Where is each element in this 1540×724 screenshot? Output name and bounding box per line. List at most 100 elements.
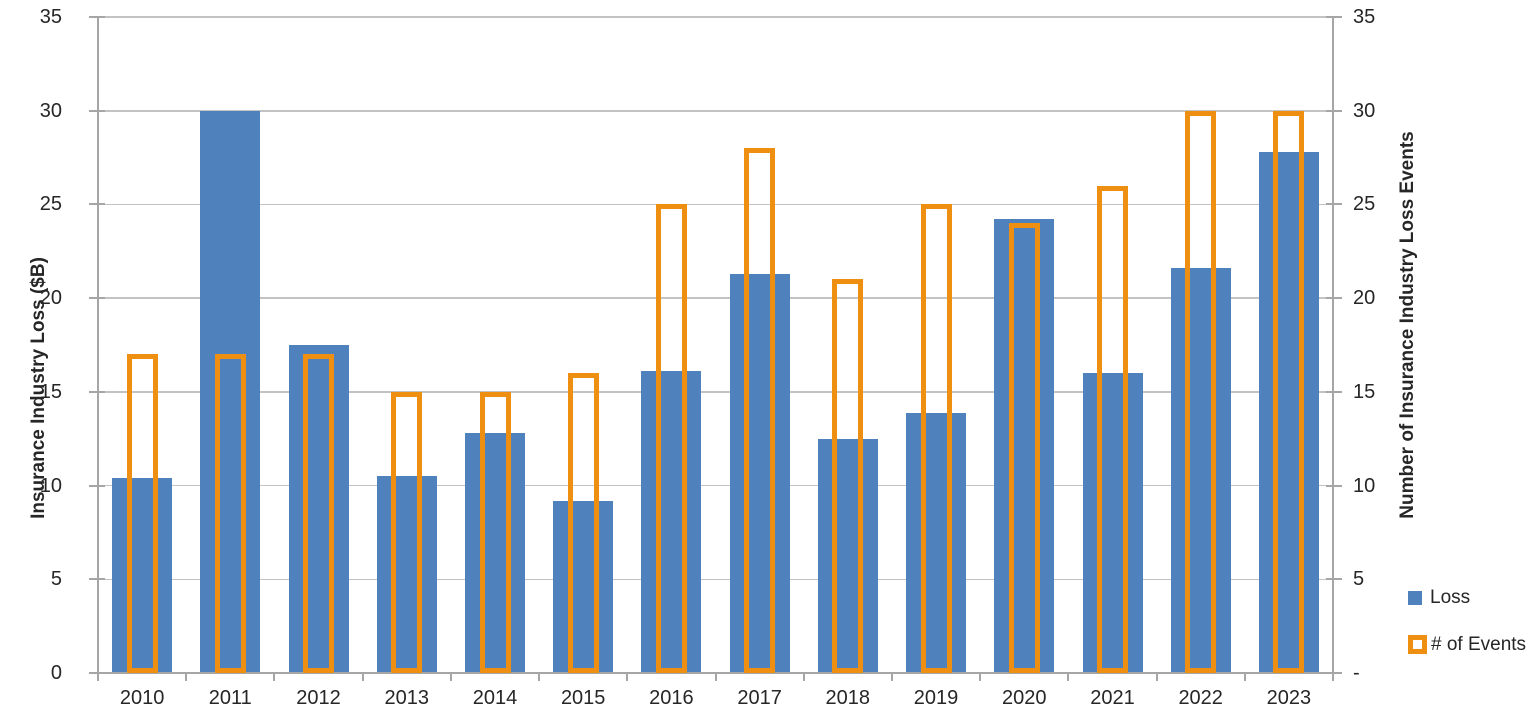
- events-bar-2013: [391, 391, 423, 673]
- right-axis-tick: [1326, 16, 1342, 18]
- loss-bar-2012: [288, 345, 349, 672]
- left-axis-tick: [89, 484, 105, 487]
- legend-item-events: # of Events: [1408, 635, 1526, 654]
- x-axis-tick: [361, 672, 364, 681]
- x-axis-tick: [1155, 672, 1158, 681]
- left-axis-tick-label: 30: [39, 99, 62, 122]
- left-axis-tick: [89, 297, 105, 300]
- right-axis-title: Number of Insurance Industry Loss Events: [1397, 131, 1418, 519]
- gridline-10: [98, 484, 1333, 487]
- events-bar-2012: [303, 354, 334, 673]
- x-axis-tick: [273, 672, 276, 681]
- left-axis-tick-label: 35: [39, 6, 62, 28]
- x-axis-label-2018: 2018: [825, 687, 871, 709]
- x-axis-label-2021: 2021: [1090, 687, 1135, 709]
- right-axis-tick: [1326, 297, 1342, 300]
- x-axis-label-2015: 2015: [560, 687, 606, 709]
- right-axis-tick: [1326, 203, 1342, 206]
- x-axis-label-2017: 2017: [737, 687, 782, 709]
- legend-label-loss: Loss: [1430, 587, 1471, 608]
- right-axis-tick: [1326, 484, 1342, 487]
- x-axis-tick: [1243, 672, 1246, 681]
- right-axis-tick: [1326, 109, 1342, 112]
- events-bar-2018: [832, 279, 864, 673]
- left-axis-tick-label: 5: [50, 568, 62, 591]
- right-axis-tick: [1326, 390, 1342, 393]
- left-axis-tick: [89, 109, 105, 112]
- loss-bar-2022: [1170, 268, 1231, 672]
- right-axis-tick-label: 5: [1353, 568, 1365, 591]
- events-bar-2020: [1008, 223, 1040, 673]
- x-axis-tick: [890, 672, 893, 681]
- gridline-25: [98, 203, 1333, 206]
- events-bar-2019: [920, 204, 952, 673]
- x-axis-tick: [538, 672, 541, 681]
- right-axis-tick-label: 30: [1353, 99, 1376, 122]
- x-axis-label-2010: 2010: [119, 687, 165, 709]
- x-axis-label-2016: 2016: [649, 687, 694, 709]
- right-axis-tick-label: 20: [1353, 287, 1376, 310]
- x-axis-label-2019: 2019: [913, 687, 959, 709]
- x-axis-tick: [802, 672, 805, 681]
- right-axis-tick-label: 15: [1353, 380, 1376, 403]
- x-axis-tick: [979, 672, 982, 681]
- gridline-20: [98, 297, 1333, 299]
- loss-bar-2018: [817, 438, 878, 672]
- x-axis-tick: [97, 672, 99, 681]
- x-axis-tick: [1067, 672, 1070, 681]
- x-axis-label-2011: 2011: [208, 687, 252, 709]
- right-axis-tick-label: 10: [1353, 474, 1376, 497]
- x-axis-tick: [1332, 672, 1334, 681]
- right-axis-tick-label: 25: [1353, 193, 1376, 216]
- x-axis-label-2013: 2013: [384, 687, 430, 709]
- loss-bar-2019: [906, 412, 966, 672]
- x-axis-tick: [714, 672, 717, 681]
- gridline-30: [98, 110, 1333, 112]
- events-bar-2016: [655, 204, 687, 673]
- left-axis-tick: [89, 390, 105, 393]
- legend-label-events: # of Events: [1431, 634, 1527, 655]
- right-axis-tick: [1326, 578, 1342, 581]
- left-axis-tick-label: 15: [39, 380, 62, 403]
- x-axis-label-2020: 2020: [1002, 687, 1047, 709]
- gridline-5: [98, 578, 1333, 580]
- left-axis-tick: [89, 16, 105, 18]
- right-axis-tick: [1326, 672, 1342, 674]
- gridline-35: [98, 16, 1333, 18]
- events-bar-2015: [567, 373, 599, 673]
- x-axis-tick: [185, 672, 188, 681]
- left-axis-tick-label: 10: [39, 474, 62, 497]
- events-bar-2022: [1185, 110, 1217, 673]
- left-axis-tick-label: 25: [39, 193, 62, 216]
- legend: Loss # of Events: [1408, 588, 1526, 654]
- loss-bar-2015: [553, 500, 614, 672]
- events-bar-2011: [214, 354, 246, 673]
- loss-bar-2010: [112, 478, 173, 672]
- left-axis-line: [97, 17, 99, 675]
- left-axis-tick: [89, 578, 105, 581]
- left-axis-tick-label: 20: [39, 287, 62, 310]
- right-axis-tick-label: -: [1353, 662, 1360, 684]
- loss-bar-2020: [994, 219, 1055, 672]
- events-bar-2017: [744, 148, 776, 673]
- right-axis-tick-label: 35: [1353, 6, 1376, 28]
- events-bar-2014: [479, 391, 511, 673]
- loss-swatch-icon: [1408, 590, 1422, 605]
- left-axis-tick: [89, 203, 105, 206]
- loss-bar-2011: [200, 110, 261, 672]
- left-axis-tick-label: 0: [50, 662, 62, 684]
- events-swatch-icon: [1408, 635, 1427, 654]
- x-axis-label-2014: 2014: [472, 687, 518, 709]
- events-bar-2010: [126, 354, 158, 673]
- x-axis-tick: [626, 672, 629, 681]
- x-axis-label-2022: 2022: [1178, 687, 1223, 709]
- x-axis-label-2023: 2023: [1266, 687, 1312, 709]
- legend-item-loss: Loss: [1408, 588, 1526, 607]
- loss-bar-2014: [465, 433, 525, 672]
- loss-bar-2017: [729, 273, 790, 672]
- events-bar-2021: [1097, 185, 1128, 673]
- x-axis-label-2012: 2012: [296, 687, 341, 709]
- loss-bar-2013: [376, 476, 437, 672]
- loss-bar-2021: [1082, 373, 1143, 672]
